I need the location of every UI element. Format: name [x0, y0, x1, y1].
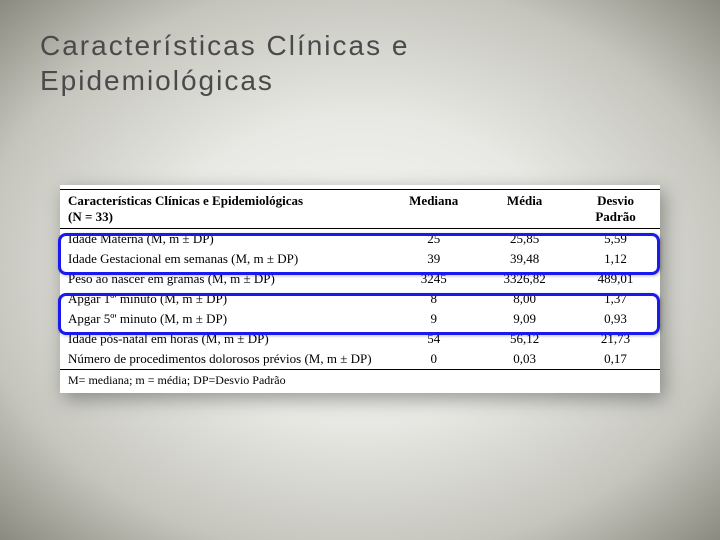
row-media: 0,03	[478, 349, 569, 370]
data-table-container: Características Clínicas e Epidemiológic…	[60, 185, 660, 393]
table-row: Idade Gestacional em semanas (M, m ± DP)…	[60, 249, 660, 269]
row-dp: 21,73	[569, 329, 660, 349]
row-media: 56,12	[478, 329, 569, 349]
title-line-2: Epidemiológicas	[40, 65, 274, 96]
table-row: Idade pós-natal em horas (M, m ± DP) 54 …	[60, 329, 660, 349]
row-media: 25,85	[478, 229, 569, 250]
row-dp: 5,59	[569, 229, 660, 250]
clinical-table: Características Clínicas e Epidemiológic…	[60, 189, 660, 391]
row-label: Número de procedimentos dolorosos prévio…	[60, 349, 387, 370]
row-label: Idade Materna (M, m ± DP)	[60, 229, 387, 250]
row-dp: 0,17	[569, 349, 660, 370]
row-label: Apgar 5º' minuto (M, m ± DP)	[60, 309, 387, 329]
header-mediana: Mediana	[387, 190, 478, 229]
table-row: Apgar 1º' minuto (M, m ± DP) 8 8,00 1,37	[60, 289, 660, 309]
table-header-row: Características Clínicas e Epidemiológic…	[60, 190, 660, 229]
table-row: Apgar 5º' minuto (M, m ± DP) 9 9,09 0,93	[60, 309, 660, 329]
row-media: 39,48	[478, 249, 569, 269]
header-label-line2: (N = 33)	[68, 209, 113, 224]
table-row: Idade Materna (M, m ± DP) 25 25,85 5,59	[60, 229, 660, 250]
header-media: Média	[478, 190, 569, 229]
row-label: Peso ao nascer em gramas (M, m ± DP)	[60, 269, 387, 289]
row-dp: 1,12	[569, 249, 660, 269]
table-row: Peso ao nascer em gramas (M, m ± DP) 324…	[60, 269, 660, 289]
row-dp: 1,37	[569, 289, 660, 309]
table-footnote-row: M= mediana; m = média; DP=Desvio Padrão	[60, 370, 660, 392]
row-dp: 489,01	[569, 269, 660, 289]
row-mediana: 3245	[387, 269, 478, 289]
title-line-1: Características Clínicas e	[40, 30, 409, 61]
row-media: 8,00	[478, 289, 569, 309]
header-label-line1: Características Clínicas e Epidemiológic…	[68, 193, 303, 208]
row-media: 3326,82	[478, 269, 569, 289]
row-dp: 0,93	[569, 309, 660, 329]
row-label: Idade Gestacional em semanas (M, m ± DP)	[60, 249, 387, 269]
row-label: Idade pós-natal em horas (M, m ± DP)	[60, 329, 387, 349]
row-mediana: 8	[387, 289, 478, 309]
header-dp: Desvio Padrão	[569, 190, 660, 229]
table-row: Número de procedimentos dolorosos prévio…	[60, 349, 660, 370]
slide-title: Características Clínicas e Epidemiológic…	[40, 28, 409, 98]
table-footnote: M= mediana; m = média; DP=Desvio Padrão	[60, 370, 660, 392]
row-mediana: 9	[387, 309, 478, 329]
row-mediana: 54	[387, 329, 478, 349]
row-mediana: 0	[387, 349, 478, 370]
row-media: 9,09	[478, 309, 569, 329]
row-label: Apgar 1º' minuto (M, m ± DP)	[60, 289, 387, 309]
row-mediana: 39	[387, 249, 478, 269]
header-label: Características Clínicas e Epidemiológic…	[60, 190, 387, 229]
row-mediana: 25	[387, 229, 478, 250]
